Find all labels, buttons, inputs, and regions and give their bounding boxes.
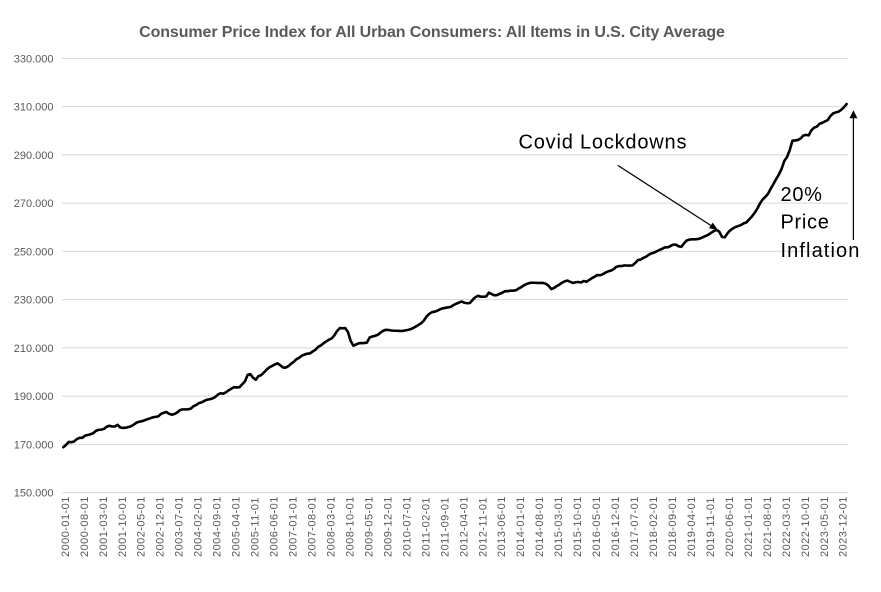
svg-text:2018-02-01: 2018-02-01 bbox=[648, 496, 660, 557]
svg-text:2018-09-01: 2018-09-01 bbox=[667, 496, 679, 557]
svg-text:2002-12-01: 2002-12-01 bbox=[155, 496, 167, 557]
svg-text:Covid Lockdowns: Covid Lockdowns bbox=[519, 132, 688, 154]
svg-text:2023-05-01: 2023-05-01 bbox=[819, 496, 831, 557]
svg-text:2006-06-01: 2006-06-01 bbox=[269, 496, 281, 557]
svg-text:230.000: 230.000 bbox=[14, 295, 54, 307]
svg-text:170.000: 170.000 bbox=[14, 439, 54, 451]
svg-text:150.000: 150.000 bbox=[14, 488, 54, 500]
svg-text:2012-11-01: 2012-11-01 bbox=[477, 497, 489, 557]
svg-text:2010-07-01: 2010-07-01 bbox=[401, 496, 413, 557]
svg-text:250.000: 250.000 bbox=[14, 246, 54, 258]
svg-text:2023-12-01: 2023-12-01 bbox=[838, 496, 850, 557]
svg-text:2012-04-01: 2012-04-01 bbox=[458, 496, 470, 557]
svg-text:2015-03-01: 2015-03-01 bbox=[553, 496, 565, 557]
svg-text:2009-12-01: 2009-12-01 bbox=[382, 496, 394, 557]
svg-text:2017-07-01: 2017-07-01 bbox=[629, 496, 641, 557]
svg-text:2011-09-01: 2011-09-01 bbox=[439, 497, 451, 557]
svg-text:310.000: 310.000 bbox=[14, 102, 54, 114]
svg-text:2004-02-01: 2004-02-01 bbox=[193, 496, 205, 557]
svg-text:2014-08-01: 2014-08-01 bbox=[534, 496, 546, 557]
svg-text:270.000: 270.000 bbox=[14, 198, 54, 210]
svg-text:2005-04-01: 2005-04-01 bbox=[231, 496, 243, 557]
svg-text:2021-08-01: 2021-08-01 bbox=[762, 496, 774, 557]
svg-text:2019-11-01: 2019-11-01 bbox=[705, 497, 717, 557]
svg-text:2014-01-01: 2014-01-01 bbox=[515, 496, 527, 557]
svg-text:Price: Price bbox=[781, 212, 830, 234]
svg-text:2000-01-01: 2000-01-01 bbox=[60, 496, 72, 557]
svg-text:2016-05-01: 2016-05-01 bbox=[591, 496, 603, 557]
svg-text:2008-10-01: 2008-10-01 bbox=[344, 496, 356, 557]
svg-text:2004-09-01: 2004-09-01 bbox=[212, 496, 224, 557]
svg-text:2019-04-01: 2019-04-01 bbox=[686, 496, 698, 557]
svg-text:2009-05-01: 2009-05-01 bbox=[363, 496, 375, 557]
svg-text:2007-08-01: 2007-08-01 bbox=[307, 496, 319, 557]
svg-text:2007-01-01: 2007-01-01 bbox=[288, 496, 300, 557]
svg-text:2020-06-01: 2020-06-01 bbox=[724, 496, 736, 557]
svg-text:190.000: 190.000 bbox=[14, 391, 54, 403]
svg-text:2022-03-01: 2022-03-01 bbox=[781, 496, 793, 557]
svg-text:2001-03-01: 2001-03-01 bbox=[98, 496, 110, 557]
svg-text:2000-08-01: 2000-08-01 bbox=[79, 496, 91, 557]
svg-text:Inflation: Inflation bbox=[781, 240, 861, 262]
svg-text:2008-03-01: 2008-03-01 bbox=[325, 496, 337, 557]
svg-text:2015-10-01: 2015-10-01 bbox=[572, 496, 584, 557]
svg-text:2001-10-01: 2001-10-01 bbox=[117, 496, 129, 557]
svg-text:330.000: 330.000 bbox=[14, 53, 54, 65]
svg-text:Consumer Price Index for All U: Consumer Price Index for All Urban Consu… bbox=[139, 24, 725, 41]
svg-text:20%: 20% bbox=[781, 184, 823, 206]
svg-text:210.000: 210.000 bbox=[14, 343, 54, 355]
svg-text:2022-10-01: 2022-10-01 bbox=[800, 496, 812, 557]
svg-text:2002-05-01: 2002-05-01 bbox=[136, 496, 148, 557]
svg-text:2013-06-01: 2013-06-01 bbox=[496, 496, 508, 557]
svg-text:2003-07-01: 2003-07-01 bbox=[174, 496, 186, 557]
svg-text:2005-11-01: 2005-11-01 bbox=[250, 497, 262, 557]
svg-text:2021-01-01: 2021-01-01 bbox=[743, 496, 755, 557]
svg-text:2011-02-01: 2011-02-01 bbox=[420, 497, 432, 557]
svg-text:290.000: 290.000 bbox=[14, 150, 54, 162]
svg-text:2016-12-01: 2016-12-01 bbox=[610, 496, 622, 557]
